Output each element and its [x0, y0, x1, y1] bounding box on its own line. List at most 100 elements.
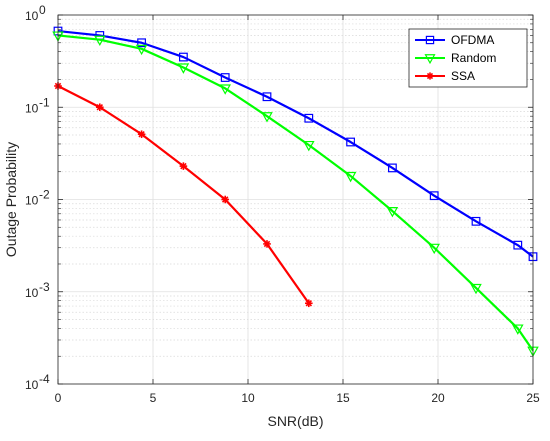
y-tick-label-exponent: -1: [39, 95, 50, 109]
data-point: [470, 283, 482, 295]
x-tick-label: 15: [336, 391, 350, 405]
data-point: [179, 52, 188, 62]
legend: OFDMA Random SSA: [408, 28, 528, 88]
y-tick-label: 10 -2: [25, 188, 50, 208]
marker-triangle: [344, 171, 357, 183]
x-tick-label: 0: [55, 391, 62, 405]
series-line: [57, 34, 534, 352]
marker-stroke: [305, 300, 313, 307]
x-tick-label: 20: [431, 391, 445, 405]
data-point: [386, 207, 399, 218]
y-tick-label-base: 10: [25, 378, 39, 392]
data-point: [512, 324, 524, 335]
data-point: [428, 243, 440, 255]
y-tick-label: 10 -1: [25, 95, 50, 115]
data-point: [179, 162, 188, 170]
x-tick-label: 5: [150, 391, 157, 405]
marker-stroke: [221, 196, 229, 203]
marker-triangle: [135, 44, 148, 56]
y-tick-label: 10 0: [25, 3, 46, 23]
y-tick-label-base: 10: [25, 101, 39, 115]
legend-entry-ofdma: OFDMA: [415, 33, 494, 47]
marker-stroke: [96, 104, 104, 111]
data-point: [346, 137, 355, 147]
marker-asterisk: [137, 130, 146, 139]
y-tick-label-base: 10: [25, 9, 39, 23]
y-tick-label: 10 -3: [25, 280, 50, 300]
marker-square: [471, 216, 481, 226]
axis-ticks: [57, 14, 534, 385]
x-tick-label: 10: [241, 391, 255, 405]
data-point: [304, 113, 314, 123]
data-point: [305, 299, 313, 308]
data-point: [94, 35, 106, 47]
legend-label: SSA: [451, 69, 475, 83]
marker-asterisk: [426, 72, 434, 80]
marker-square: [425, 35, 435, 45]
marker-square: [429, 191, 439, 201]
x-axis-label: SNR(dB): [267, 413, 323, 429]
data-point: [471, 216, 481, 226]
y-axis-label: Outage Probability: [3, 142, 19, 257]
marker-triangle: [177, 63, 190, 74]
marker-square: [137, 38, 147, 48]
series-layer: [52, 26, 539, 357]
marker-triangle: [512, 324, 524, 335]
y-tick-label-base: 10: [25, 286, 39, 300]
marker-stroke: [180, 162, 187, 170]
data-point: [135, 44, 148, 56]
marker-square: [304, 113, 314, 123]
marker-triangle: [261, 112, 273, 123]
data-point: [221, 195, 229, 204]
data-point: [429, 191, 439, 201]
marker-square: [220, 73, 230, 82]
marker-asterisk: [179, 162, 188, 170]
marker-asterisk: [96, 103, 104, 112]
y-tick-label-exponent: -3: [39, 280, 50, 294]
series-ofdma: [53, 26, 538, 262]
marker-triangle: [386, 207, 399, 218]
data-point: [96, 103, 104, 112]
x-tick-labels: 0 5 10 15 20 25: [55, 391, 540, 405]
marker-triangle: [219, 84, 231, 95]
x-tick-label: 25: [526, 391, 540, 405]
series-random: [52, 31, 539, 357]
marker-square: [388, 163, 397, 173]
data-point: [513, 240, 523, 250]
data-point: [137, 130, 146, 139]
marker-triangle: [428, 243, 440, 255]
y-tick-label-exponent: 0: [39, 3, 46, 17]
marker-stroke: [138, 131, 145, 138]
marker-square: [262, 92, 272, 102]
y-tick-label-base: 10: [25, 194, 39, 208]
legend-entry-ssa: SSA: [415, 69, 475, 83]
marker-asterisk: [221, 195, 229, 204]
data-point: [344, 171, 357, 183]
data-point: [137, 38, 147, 48]
y-tick-label: 10 -4: [25, 372, 50, 392]
marker-asterisk: [263, 240, 271, 248]
data-point: [388, 163, 397, 173]
marker-triangle: [94, 35, 106, 47]
series-line: [57, 29, 534, 258]
data-point: [262, 92, 272, 102]
data-point: [220, 73, 230, 82]
data-point: [263, 240, 271, 248]
y-tick-label-exponent: -2: [39, 188, 50, 202]
marker-triangle: [424, 54, 436, 65]
marker-stroke: [263, 240, 271, 248]
marker-asterisk: [305, 299, 313, 308]
marker-square: [179, 52, 188, 62]
marker-triangle: [470, 283, 482, 295]
legend-entry-random: Random: [415, 51, 496, 65]
data-point: [219, 84, 231, 95]
marker-square: [346, 137, 355, 147]
marker-stroke: [426, 72, 434, 80]
marker-triangle: [303, 140, 315, 152]
data-point: [177, 63, 190, 74]
data-point: [261, 112, 273, 123]
marker-square: [513, 240, 523, 250]
series-ssa: [54, 82, 313, 308]
